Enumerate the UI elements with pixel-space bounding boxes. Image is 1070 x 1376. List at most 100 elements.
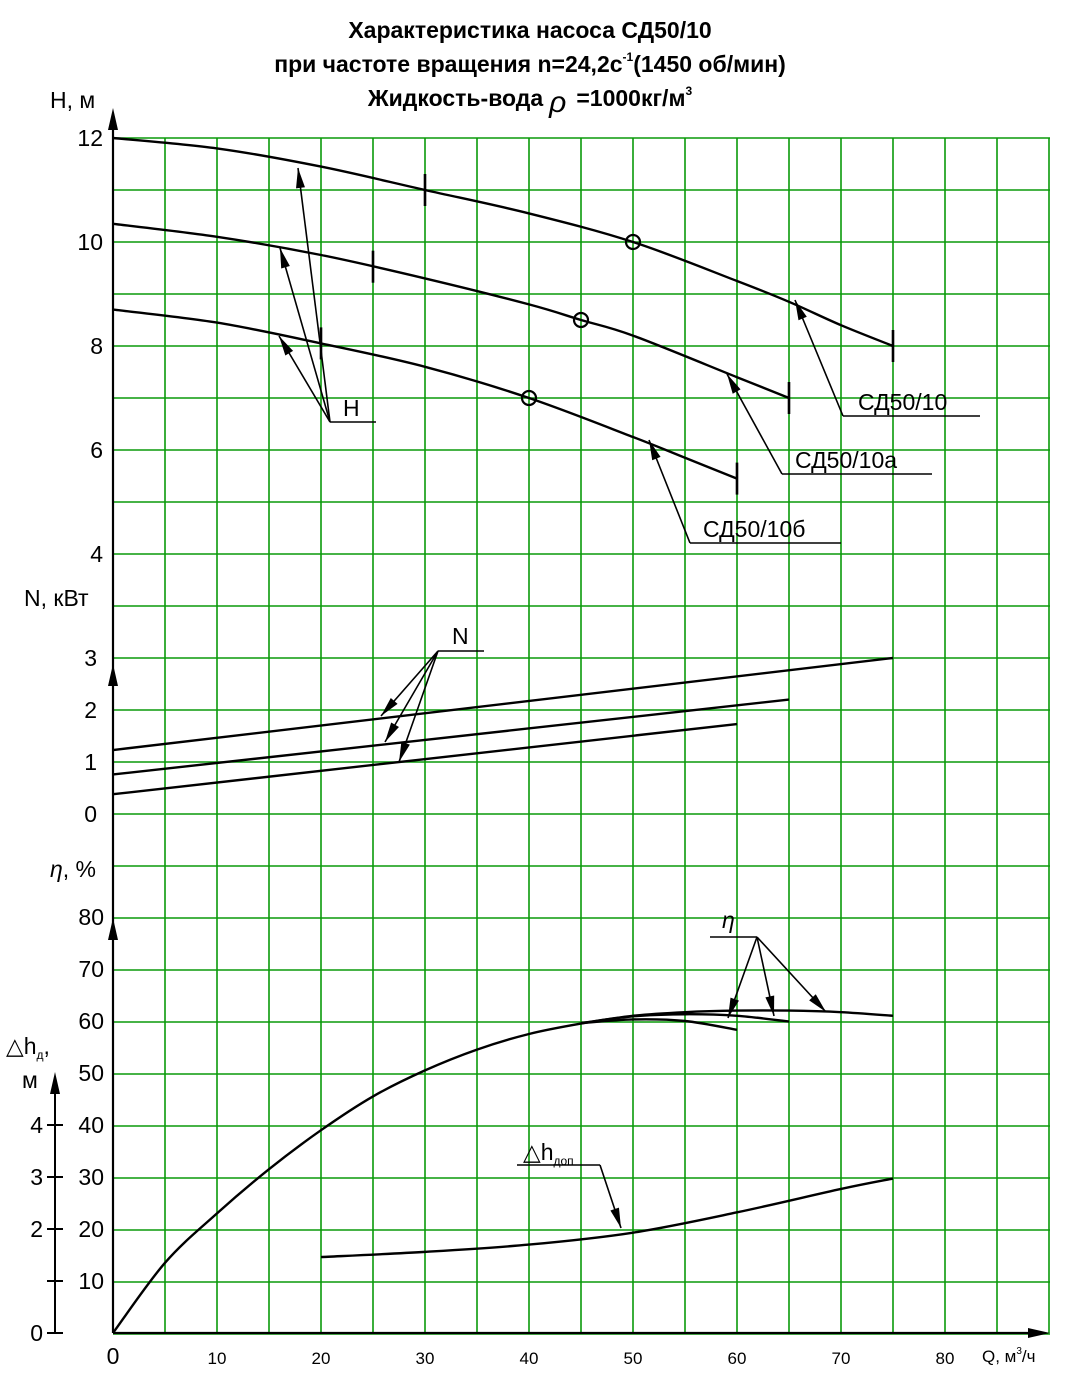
tick-label-Q: 50	[624, 1349, 643, 1368]
title-line-3-sup: 3	[685, 84, 692, 98]
annotation-dh-dop-main: △h	[523, 1139, 553, 1165]
chart-axes	[47, 108, 1050, 1338]
annotation-dh-dop: △hдоп	[523, 1139, 574, 1168]
axis-label-Q-tail: /ч	[1022, 1347, 1036, 1366]
tick-label-H: 10	[77, 229, 103, 255]
leader-H-3-arrow	[279, 336, 294, 356]
tick-label-Q: 20	[312, 1349, 331, 1368]
leader-N-1-arrow	[381, 697, 398, 716]
x-axis-arrow	[1028, 1328, 1050, 1338]
chart-grid	[113, 137, 1050, 1335]
curve-annotations: H N η СД50/10 СД50/10а СД50/10б △hдоп	[343, 389, 947, 1168]
curve-eta-8	[580, 1018, 738, 1032]
leader-N-2-arrow	[385, 722, 399, 742]
leader-H-1-line	[297, 167, 331, 423]
title-line-3-main: Жидкость-вода	[367, 85, 544, 111]
curve-H-2	[112, 308, 738, 480]
tick-label-Q: 60	[728, 1349, 747, 1368]
axis-label-Q-sup: 3	[1016, 1346, 1022, 1357]
title-line-2-main: при частоте вращения n=24,2с	[274, 51, 623, 77]
leader-N-3-arrow	[399, 741, 410, 762]
optimum-marker-сд50-10	[624, 233, 642, 251]
leader-eta-3-arrow	[809, 994, 826, 1012]
axis-label-eta-symbol: η	[50, 856, 63, 882]
tick-label-N: 3	[84, 645, 97, 671]
curve-H-1	[112, 222, 790, 400]
tick-label-eta: 70	[78, 956, 104, 982]
leader-H-2-arrow	[280, 248, 290, 269]
tick-label-H: 4	[90, 541, 103, 567]
leader-H-2-line	[279, 247, 331, 423]
tick-label-Q: 10	[208, 1349, 227, 1368]
tick-label-eta: 20	[78, 1216, 104, 1242]
y-axis-arrow-eta	[108, 918, 118, 940]
tick-label-eta: 30	[78, 1164, 104, 1190]
annotation-sd50-10b: СД50/10б	[703, 516, 805, 542]
tick-label-eta: 50	[78, 1060, 104, 1086]
leader-eta-2-arrow	[765, 995, 775, 1016]
tick-label-N: 2	[84, 697, 97, 723]
y-axis-arrow-N	[108, 664, 118, 686]
leader-sd50-10-line	[794, 299, 844, 417]
tick-label-dh: 2	[30, 1216, 43, 1242]
axis-label-dh: △hд,	[6, 1033, 50, 1062]
title-rho-symbol: ρ	[548, 86, 566, 119]
tick-label-N: 0	[84, 801, 97, 827]
leader-H-1-arrow	[296, 168, 305, 189]
tick-label-N: 1	[84, 749, 97, 775]
tick-label-eta: 10	[78, 1268, 104, 1294]
tick-label-Q: 80	[936, 1349, 955, 1368]
title-line-2: при частоте вращения n=24,2с-1(1450 об/м…	[274, 50, 786, 77]
axis-label-dh-unit: м	[22, 1067, 38, 1093]
curve-dh-9	[320, 1177, 894, 1259]
tick-label-dh: 4	[30, 1112, 43, 1138]
curve-N-3	[112, 656, 894, 752]
axis-label-H: H, м	[50, 87, 95, 113]
dh-axis-arrow	[50, 1072, 60, 1094]
optimum-marker-сд50-10б	[520, 389, 538, 407]
optimum-marker-сд50-10а	[572, 311, 590, 329]
tick-label-Q: 30	[416, 1349, 435, 1368]
leader-sd50-10a-arrow	[727, 374, 741, 394]
title-line-3: Жидкость-вода ρ =1000кг/м3	[367, 84, 693, 119]
axis-label-dh-tail: ,	[44, 1033, 50, 1059]
axis-label-Q-main: Q, м	[982, 1347, 1016, 1366]
axis-label-dh-sub: д	[36, 1048, 43, 1062]
title-line-2-tail: (1450 об/мин)	[633, 51, 786, 77]
axis-label-eta: η, %	[50, 856, 96, 882]
leader-eta-1-arrow	[728, 997, 739, 1018]
tick-label-dh: 0	[30, 1320, 43, 1346]
tick-label-H: 12	[77, 125, 103, 151]
annotation-eta: η	[722, 907, 735, 933]
leader-sd50-10b-arrow	[649, 440, 661, 461]
chart-title: Характеристика насоса СД50/10 при частот…	[274, 17, 786, 119]
tick-label-Q: 0	[107, 1343, 120, 1369]
curve-N-5	[112, 722, 738, 796]
annotation-H: H	[343, 395, 360, 421]
title-line-2-sup: -1	[623, 50, 634, 64]
axis-label-Q: Q, м3/ч	[982, 1346, 1036, 1366]
chart-curves	[112, 136, 895, 1334]
annotation-leaders	[278, 167, 980, 1229]
tick-label-Q: 70	[832, 1349, 851, 1368]
title-line-3-value: =1000кг/м	[576, 85, 685, 111]
tick-label-eta: 80	[78, 904, 104, 930]
tick-label-eta: 60	[78, 1008, 104, 1034]
annotation-N: N	[452, 623, 469, 649]
axis-label-N: N, кВт	[24, 585, 89, 611]
tick-label-dh: 3	[30, 1164, 43, 1190]
axis-labels: H, м N, кВт η, % △hд, м Q, м3/ч	[6, 87, 1036, 1366]
curve-H-0	[112, 136, 894, 348]
annotation-dh-dop-sub: доп	[553, 1154, 573, 1168]
axis-label-eta-tail: , %	[63, 856, 96, 882]
tick-label-H: 8	[90, 333, 103, 359]
tick-label-Q: 40	[520, 1349, 539, 1368]
tick-label-H: 6	[90, 437, 103, 463]
leader-sd50-10-arrow	[795, 300, 807, 321]
tick-label-eta: 40	[78, 1112, 104, 1138]
curve-eta-7	[580, 1013, 790, 1025]
leader-dh-dop-arrow	[610, 1207, 621, 1228]
axis-label-dh-main: △h	[6, 1033, 36, 1059]
